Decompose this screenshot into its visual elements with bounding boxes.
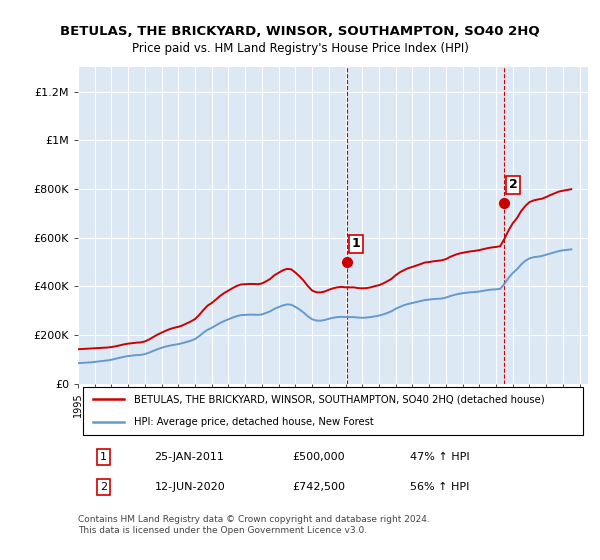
Text: £500,000: £500,000 xyxy=(292,452,345,462)
Text: £742,500: £742,500 xyxy=(292,482,345,492)
Text: BETULAS, THE BRICKYARD, WINSOR, SOUTHAMPTON, SO40 2HQ (detached house): BETULAS, THE BRICKYARD, WINSOR, SOUTHAMP… xyxy=(134,394,545,404)
FancyBboxPatch shape xyxy=(83,386,583,435)
Text: HPI: Average price, detached house, New Forest: HPI: Average price, detached house, New … xyxy=(134,417,374,427)
Text: Contains HM Land Registry data © Crown copyright and database right 2024.
This d: Contains HM Land Registry data © Crown c… xyxy=(78,515,430,535)
Text: 12-JUN-2020: 12-JUN-2020 xyxy=(155,482,225,492)
Text: 1: 1 xyxy=(352,237,361,250)
Text: BETULAS, THE BRICKYARD, WINSOR, SOUTHAMPTON, SO40 2HQ: BETULAS, THE BRICKYARD, WINSOR, SOUTHAMP… xyxy=(60,25,540,38)
Text: 47% ↑ HPI: 47% ↑ HPI xyxy=(409,452,469,462)
Text: Price paid vs. HM Land Registry's House Price Index (HPI): Price paid vs. HM Land Registry's House … xyxy=(131,42,469,55)
Text: 56% ↑ HPI: 56% ↑ HPI xyxy=(409,482,469,492)
Text: 25-JAN-2011: 25-JAN-2011 xyxy=(155,452,224,462)
Text: 2: 2 xyxy=(100,482,107,492)
Text: 1: 1 xyxy=(100,452,107,462)
Text: 2: 2 xyxy=(509,179,517,192)
